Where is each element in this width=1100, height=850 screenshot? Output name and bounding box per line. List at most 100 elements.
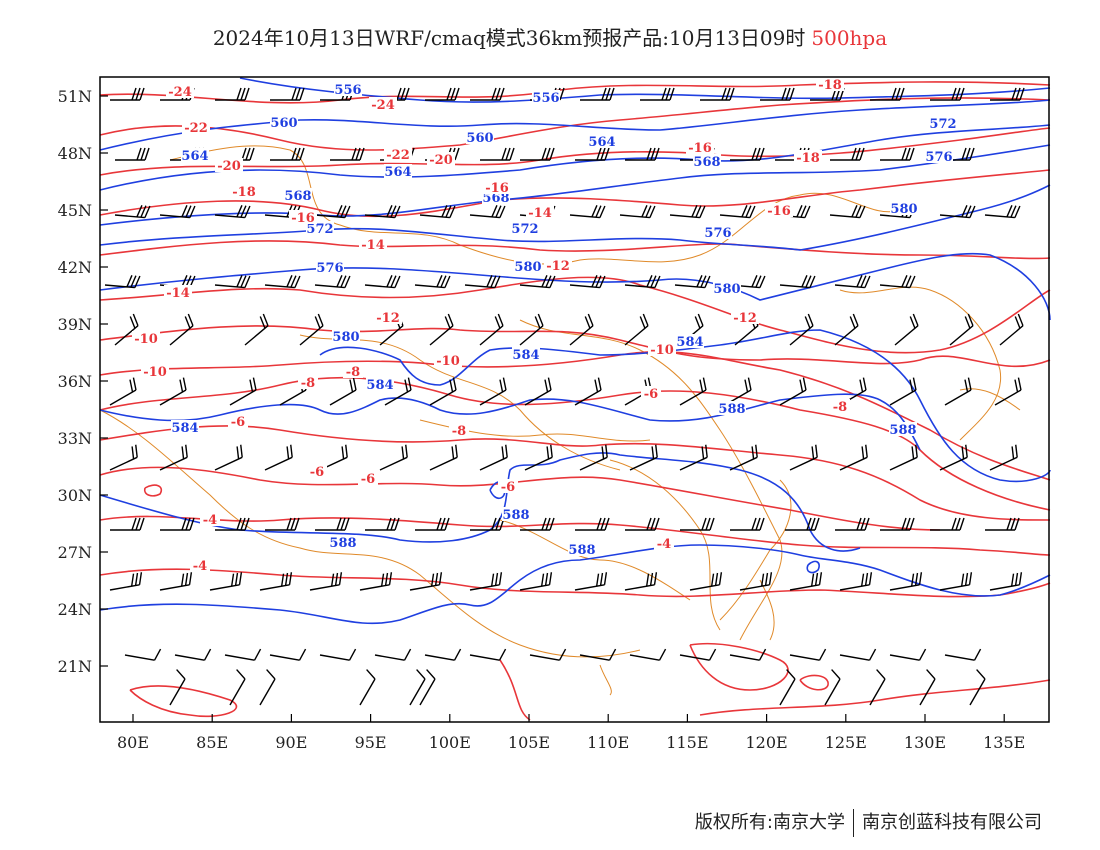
contour-label: -4	[203, 513, 217, 528]
contour-label: -24	[168, 85, 192, 100]
wind-barb	[479, 444, 508, 471]
contour-label-bg	[816, 77, 844, 91]
wind-barb	[364, 275, 401, 289]
boundary-line	[519, 319, 783, 641]
wind-barb	[214, 275, 251, 289]
contour-label: 568	[693, 155, 720, 170]
wind-barb	[870, 87, 905, 101]
wind-barb	[830, 147, 865, 161]
contour-label: -12	[733, 311, 757, 326]
boundary-line	[499, 519, 691, 601]
contour-label: -22	[386, 148, 410, 163]
contour-label: -4	[193, 559, 207, 574]
contour-label-bg	[693, 154, 721, 168]
wind-barb	[679, 377, 707, 406]
wind-barb	[944, 377, 972, 406]
contour-label-bg	[718, 401, 746, 415]
contour-label-bg	[334, 82, 362, 96]
contour-label: -4	[657, 537, 671, 552]
company-text: 南京创蓝科技有限公司	[862, 812, 1042, 833]
wind-barb	[625, 147, 660, 161]
wind-barb	[469, 648, 507, 661]
contour-label-bg	[483, 180, 511, 194]
contour-label-bg	[648, 342, 676, 356]
contour-label: 572	[929, 117, 956, 132]
contour-label-bg	[449, 423, 469, 437]
lon-label: 125E	[825, 733, 867, 752]
wind-barb	[259, 669, 276, 706]
wind-barb	[425, 87, 460, 101]
contour-label-bg	[141, 364, 169, 378]
temperature-contour	[99, 169, 1051, 218]
wind-barb	[215, 87, 250, 101]
longitude-axis: 80E 85E 90E 95E 100E 105E 110E 115E 120E 125E 130E…	[117, 714, 1025, 752]
wind-barb	[839, 444, 868, 471]
wind-barb	[415, 517, 450, 531]
height-contour	[99, 252, 1051, 321]
wind-barb	[624, 572, 658, 591]
lat-label: 39N	[58, 315, 92, 334]
lat-label: 33N	[58, 429, 92, 448]
wind-barb	[319, 648, 357, 661]
lon-label: 80E	[117, 733, 149, 752]
wind-barb	[109, 377, 137, 406]
contour-label-bg	[359, 237, 387, 251]
contour-label-bg	[166, 84, 194, 98]
wind-barb	[159, 572, 193, 591]
contour-label-bg	[466, 130, 494, 144]
contour-label: 588	[502, 508, 529, 523]
contour-label: -24	[371, 98, 395, 113]
boundary-line	[719, 479, 792, 621]
wind-barb	[160, 517, 195, 531]
height-labels: 556 556 560 560 564 564 564 568 568 568 572 572 572 5…	[171, 82, 957, 558]
contour-label: -6	[310, 465, 324, 480]
temperature-contour	[99, 81, 1051, 104]
wind-barb	[214, 444, 243, 471]
wind-barb	[569, 313, 594, 346]
contour-label-bg	[289, 210, 317, 224]
contour-label: 584	[171, 421, 198, 436]
wind-barb	[524, 444, 553, 471]
contour-label: -22	[184, 121, 208, 136]
temperature-contour	[699, 679, 1051, 716]
wind-barb	[159, 205, 196, 219]
contour-label: 580	[890, 202, 917, 217]
wind-barb	[520, 517, 555, 531]
lat-label: 42N	[58, 258, 92, 277]
title-level: 500hpa	[811, 26, 888, 50]
wind-barb	[835, 517, 870, 531]
wind-barb	[889, 444, 918, 471]
contour-label-bg	[502, 507, 530, 521]
contour-label-bg	[890, 201, 918, 215]
contour-label-bg	[889, 422, 917, 436]
contour-label: -16	[688, 141, 712, 156]
contour-label: 580	[713, 282, 740, 297]
contour-label-bg	[929, 116, 957, 130]
wind-barb	[479, 313, 504, 346]
contour-label-bg	[358, 471, 378, 485]
wind-barb	[724, 377, 752, 406]
lon-label: 130E	[904, 733, 946, 752]
contour-label: -8	[833, 400, 847, 415]
wind-barb	[930, 517, 965, 531]
temperature-contour	[499, 659, 531, 721]
contour-label: 580	[332, 330, 359, 345]
wind-barb	[939, 572, 973, 591]
contour-label-bg	[713, 281, 741, 295]
height-contour	[99, 393, 921, 451]
boundary-line	[839, 286, 1002, 441]
wind-barb	[429, 377, 457, 406]
wind-barb	[159, 377, 187, 406]
wind-barb	[939, 444, 968, 471]
wind-barb	[839, 572, 873, 591]
wind-barb	[409, 669, 426, 706]
contour-label: 576	[704, 226, 731, 241]
boundary-line	[759, 579, 775, 641]
contour-label-bg	[374, 310, 402, 324]
wind-barb	[789, 572, 823, 591]
lon-label: 90E	[275, 733, 307, 752]
contour-label-bg	[200, 512, 220, 526]
contour-label: -12	[546, 259, 570, 274]
contour-label-bg	[830, 399, 850, 413]
wind-barb	[569, 205, 606, 219]
